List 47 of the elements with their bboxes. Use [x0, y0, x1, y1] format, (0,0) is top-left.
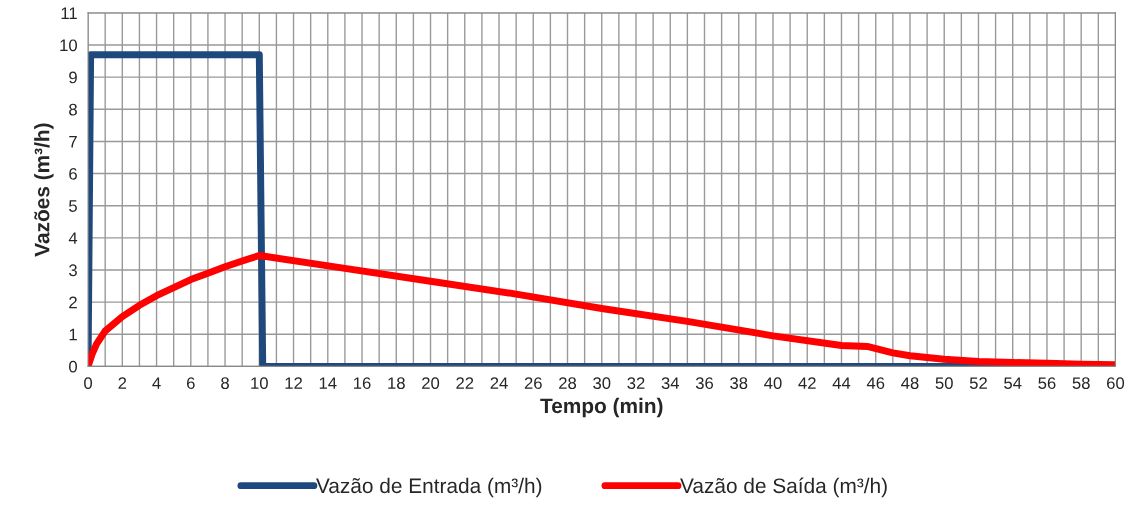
y-tick-label: 3	[69, 264, 77, 277]
x-tick-label: 0	[84, 377, 93, 390]
x-tick-label: 24	[490, 377, 508, 389]
x-axis-title: Tempo (min)	[540, 397, 663, 418]
y-tick-label: 7	[69, 136, 77, 148]
y-tick-label: 5	[69, 200, 77, 212]
y-axis-title: Vazões (m³/h)	[34, 123, 54, 257]
y-tick-label: 0	[69, 360, 77, 373]
legend-label: Vazão de Saída (m³/h)	[680, 477, 887, 498]
x-tick-label: 56	[1038, 377, 1056, 390]
x-tick-label: 28	[559, 377, 577, 390]
x-tick-label: 4	[152, 377, 161, 389]
x-tick-label: 52	[969, 377, 987, 390]
y-tick-label: 9	[69, 71, 77, 84]
y-tick-label: 1	[69, 328, 77, 341]
x-tick-label: 22	[456, 377, 474, 389]
x-tick-label: 20	[422, 377, 440, 390]
y-tick-label: 10	[60, 39, 77, 52]
x-tick-label: 32	[627, 377, 645, 390]
y-tick-label: 11	[61, 7, 77, 19]
x-tick-label: 44	[832, 377, 851, 389]
y-tick-label: 8	[69, 103, 77, 116]
legend-label: Vazão de Entrada (m³/h)	[316, 477, 542, 498]
x-tick-label: 26	[524, 377, 542, 390]
x-tick-label: 36	[695, 377, 714, 390]
x-tick-label: 58	[1072, 377, 1090, 390]
x-tick-label: 8	[221, 377, 229, 390]
x-tick-label: 46	[866, 377, 885, 390]
x-tick-label: 2	[118, 377, 127, 389]
x-tick-label: 40	[764, 377, 782, 390]
x-tick-label: 38	[730, 377, 748, 390]
x-tick-label: 48	[901, 377, 919, 390]
x-tick-label: 50	[935, 377, 953, 390]
x-tick-label: 6	[187, 377, 195, 390]
x-tick-label: 60	[1107, 377, 1125, 390]
x-tick-label: 54	[1004, 377, 1022, 390]
x-tick-label: 34	[661, 377, 680, 390]
x-tick-label: 10	[251, 377, 268, 390]
x-tick-label: 12	[285, 377, 302, 389]
y-tick-label: 6	[69, 167, 77, 180]
x-tick-label: 14	[319, 377, 337, 389]
x-tick-label: 18	[388, 377, 405, 390]
y-tick-label: 4	[68, 232, 78, 244]
x-tick-label: 30	[593, 377, 611, 390]
y-tick-label: 2	[69, 296, 77, 309]
x-tick-label: 42	[798, 377, 816, 389]
x-tick-label: 16	[354, 377, 371, 390]
